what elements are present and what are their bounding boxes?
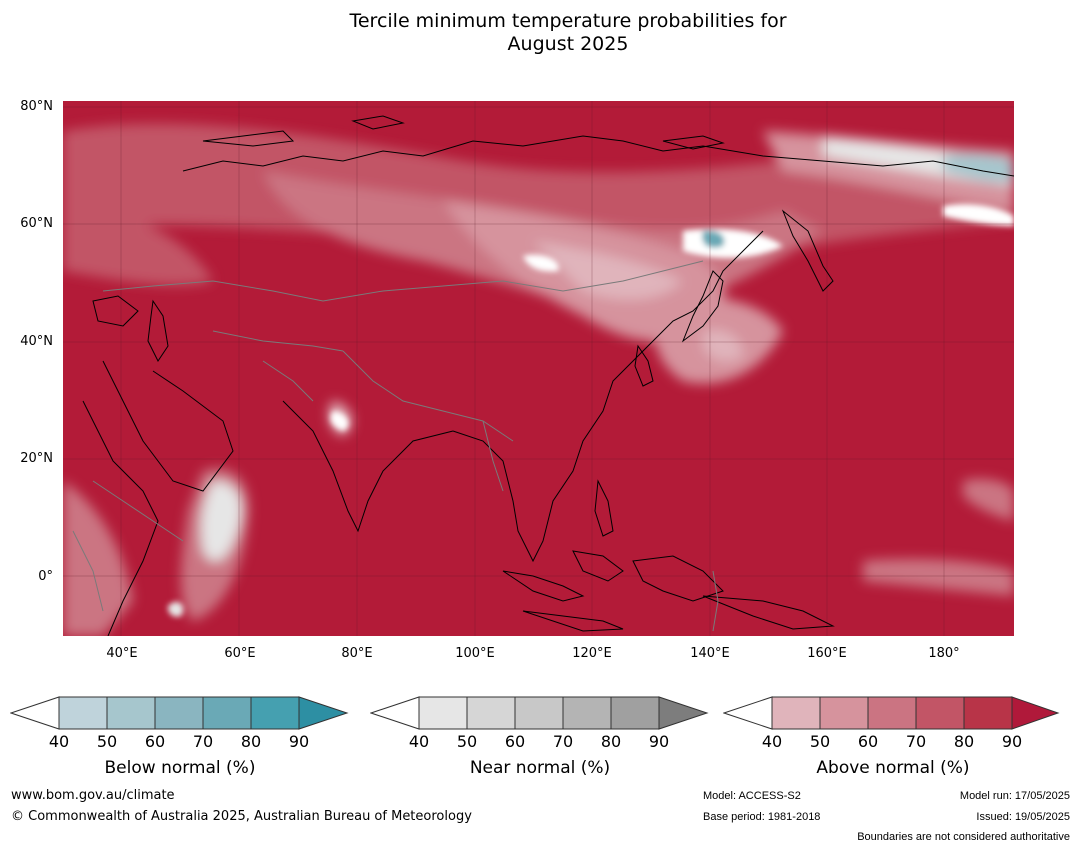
colorbar-low-arrow [10,696,60,730]
colorbar-swatch [771,696,821,730]
colorbar-tick: 40 [408,732,430,751]
colorbar-swatch [154,696,204,730]
lon-label-180: 180° [928,646,960,661]
colorbar-tick: 60 [857,732,879,751]
colorbar-tick: 70 [905,732,927,751]
colorbar-swatch [562,696,612,730]
colorbar-above-normal [723,696,1060,730]
boundaries-disclaimer: Boundaries are not considered authoritat… [857,831,1070,843]
graticule [63,101,1014,636]
colorbar-below-normal [10,696,349,730]
lat-label-40n: 40°N [20,334,53,349]
colorbar-swatch [250,696,300,730]
colorbar-tick: 80 [240,732,262,751]
colorbar-tick: 90 [288,732,310,751]
base-period-info: Base period: 1981-2018 [703,811,821,823]
colorbar-swatch [819,696,869,730]
lon-label-80e: 80°E [341,646,373,661]
colorbar-swatch [610,696,660,730]
issued-date: Issued: 19/05/2025 [976,811,1070,823]
title-line-1: Tercile minimum temperature probabilitie… [349,10,787,32]
colorbar-tick: 70 [552,732,574,751]
website-link[interactable]: www.bom.gov.au/climate [11,788,175,803]
lat-label-60n: 60°N [20,216,53,231]
legend-title-above-normal: Above normal (%) [816,758,970,778]
colorbar-low-arrow [370,696,420,730]
colorbar-tick: 60 [144,732,166,751]
probability-map [63,101,1014,636]
model-info: Model: ACCESS-S2 [703,790,801,802]
colorbar-swatch [466,696,516,730]
colorbar-swatch [106,696,156,730]
lon-label-140e: 140°E [690,646,730,661]
colorbar-tick: 90 [648,732,670,751]
copyright-notice: © Commonwealth of Australia 2025, Austra… [11,809,472,824]
lon-label-40e: 40°E [106,646,138,661]
colorbar-tick: 90 [1001,732,1023,751]
legend-above-normal: 40 50 60 70 80 90 Above normal (%) [723,694,1063,778]
colorbar-tick: 40 [761,732,783,751]
colorbar-tick: 60 [504,732,526,751]
colorbar-high-arrow [658,696,709,730]
colorbar-tick: 80 [600,732,622,751]
legend-below-normal: 40 50 60 70 80 90 Below normal (%) [10,694,350,778]
model-run-date: Model run: 17/05/2025 [959,790,1070,802]
colorbar-tick: 50 [456,732,478,751]
colorbar-high-arrow [298,696,349,730]
colorbar-swatch [867,696,917,730]
lon-label-60e: 60°E [224,646,256,661]
probability-fields [63,123,1014,636]
lon-label-100e: 100°E [455,646,495,661]
legend-near-normal: 40 50 60 70 80 90 Near normal (%) [370,694,710,778]
colorbar-swatch [58,696,108,730]
colorbar-high-arrow [1011,696,1060,730]
map-title: Tercile minimum temperature probabilitie… [0,10,1081,56]
map-canvas [63,101,1014,636]
colorbar-tick: 70 [192,732,214,751]
legend-title-near-normal: Near normal (%) [469,758,611,778]
colorbar-near-normal [370,696,709,730]
borders [72,260,719,632]
legend-title-below-normal: Below normal (%) [104,758,256,778]
lon-label-160e: 160°E [807,646,847,661]
colorbar-swatch [963,696,1013,730]
lat-label-80n: 80°N [20,99,53,114]
colorbar-tick: 50 [96,732,118,751]
colorbar-tick: 80 [953,732,975,751]
lat-label-20n: 20°N [20,451,53,466]
colorbar-swatch [202,696,252,730]
lon-label-120e: 120°E [572,646,612,661]
colorbar-swatch [915,696,965,730]
title-line-2: August 2025 [507,33,629,55]
lat-label-0: 0° [38,569,53,584]
colorbar-swatch [514,696,564,730]
colorbar-swatch [418,696,468,730]
colorbar-tick: 40 [48,732,70,751]
colorbar-low-arrow [723,696,773,730]
colorbar-tick: 50 [809,732,831,751]
coastlines [82,115,1014,636]
